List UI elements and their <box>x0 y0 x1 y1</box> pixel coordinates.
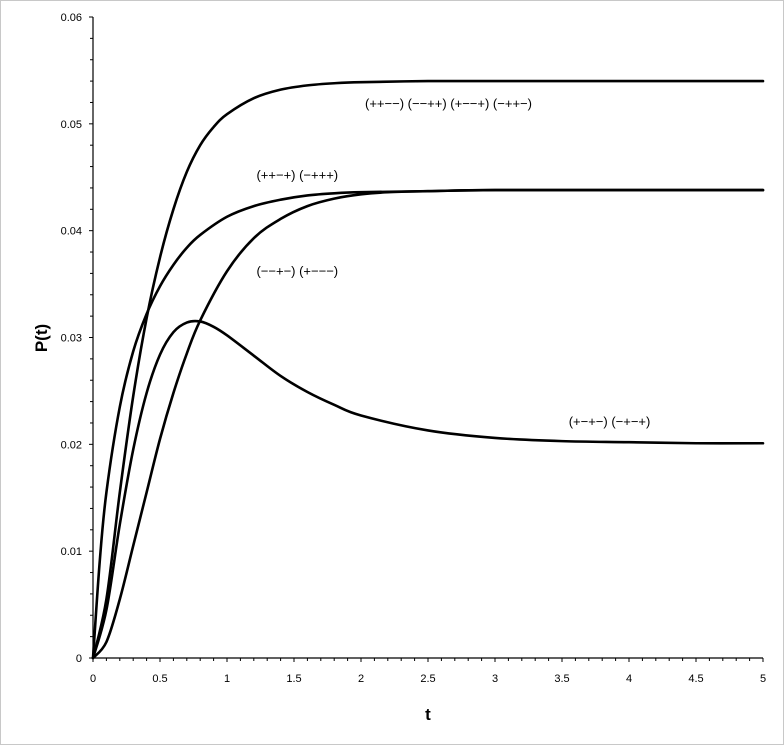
x-tick-label: 4.5 <box>688 673 703 685</box>
y-axis: 0 0.01 0.02 0.03 0.04 0.05 0.06 <box>61 12 94 665</box>
series-line-4 <box>91 319 765 660</box>
x-tick-label: 0 <box>90 673 96 685</box>
curve-label-1: (++−−) (−−++) (+−−+) (−++−) <box>365 96 532 111</box>
y-axis-title: P(t) <box>32 324 51 352</box>
series-line-2 <box>91 188 765 660</box>
series-line-1 <box>91 79 765 660</box>
curve-label-3: (−−+−) (+−−−) <box>256 264 338 279</box>
y-tick-label: 0 <box>76 653 82 665</box>
y-tick-label: 0.03 <box>61 333 82 345</box>
curve-label-2: (++−+) (−+++) <box>256 167 338 182</box>
x-tick-label: 4 <box>626 673 632 685</box>
x-tick-label: 1.5 <box>286 673 301 685</box>
series-curves <box>91 79 765 660</box>
x-tick-label: 0.5 <box>152 673 167 685</box>
x-axis-title: t <box>425 705 431 724</box>
x-axis: 0 0.5 1 1.5 2 2.5 3 3.5 4 4.5 5 <box>90 657 766 685</box>
y-tick-label: 0.02 <box>61 439 82 451</box>
x-tick-label: 3.5 <box>554 673 569 685</box>
curve-label-4: (+−+−) (−+−+) <box>569 414 651 429</box>
curve-annotations: (++−−) (−−++) (+−−+) (−++−) (++−+) (−+++)… <box>256 96 650 429</box>
x-tick-label: 1 <box>224 673 230 685</box>
x-tick-label: 2 <box>358 673 364 685</box>
y-tick-label: 0.05 <box>61 119 82 131</box>
x-tick-label: 2.5 <box>420 673 435 685</box>
x-tick-label: 5 <box>760 673 766 685</box>
x-tick-label: 3 <box>492 673 498 685</box>
y-tick-label: 0.06 <box>61 12 82 24</box>
y-tick-label: 0.04 <box>61 226 82 238</box>
y-tick-label: 0.01 <box>61 546 82 558</box>
series-line-3 <box>91 188 765 660</box>
